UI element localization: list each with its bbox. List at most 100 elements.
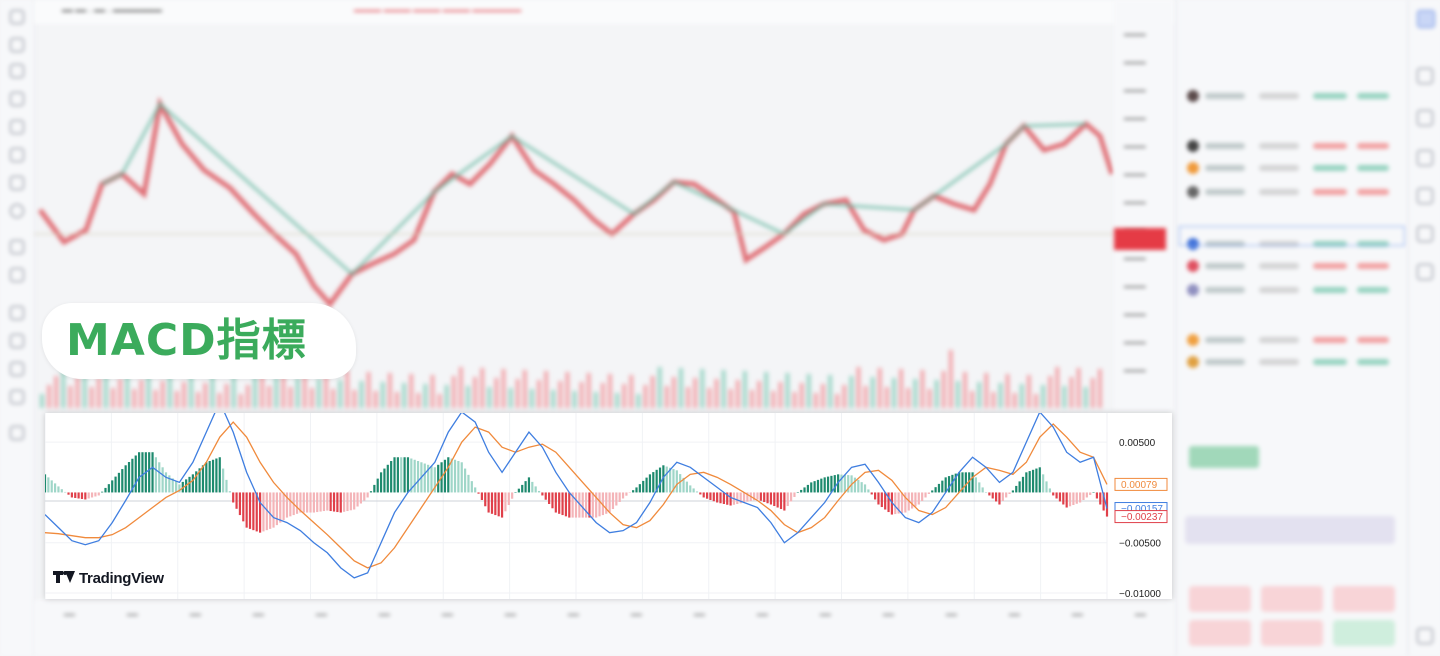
zoom-icon[interactable] [10, 268, 24, 282]
histogram-bar [319, 492, 322, 512]
histogram-bar [870, 492, 873, 495]
histogram-bar [739, 492, 742, 504]
volume-bar [352, 390, 357, 408]
ruler-icon[interactable] [10, 240, 24, 254]
histogram-bar [1099, 492, 1102, 505]
histogram-bar [813, 481, 816, 493]
volume-bar [778, 382, 783, 408]
chat-icon[interactable] [1417, 188, 1433, 204]
alert-icon[interactable] [1417, 68, 1433, 84]
histogram-bar [188, 476, 191, 493]
watchlist-row[interactable] [1187, 138, 1397, 154]
prediction-icon[interactable] [10, 120, 24, 134]
watchlist-icon[interactable] [1417, 10, 1435, 28]
watchlist-row[interactable] [1187, 354, 1397, 370]
watchlist-row[interactable] [1187, 160, 1397, 176]
volume-bar [331, 389, 336, 408]
histogram-bar [635, 487, 638, 493]
histogram-bar [900, 492, 904, 514]
text-icon[interactable] [10, 176, 24, 190]
symbol-title-placeholder: ━━ ━━ · ━━ · ━━━━━━━━━ [62, 6, 162, 16]
histogram-bar [847, 475, 850, 493]
histogram-bar [1079, 492, 1082, 503]
histogram-bar [316, 492, 319, 513]
watchlist-cell [1259, 287, 1299, 293]
notifications-icon[interactable] [1417, 264, 1433, 280]
histogram-bar [343, 492, 346, 512]
fib-icon[interactable] [10, 64, 24, 78]
help-icon[interactable] [1417, 628, 1433, 644]
volume-bar [799, 383, 804, 408]
histogram-bar [339, 492, 342, 513]
performance-tile [1189, 586, 1251, 612]
volume-bar [785, 373, 790, 408]
symbol-logo-icon [1187, 238, 1199, 250]
histogram-bar [363, 492, 366, 501]
watchlist-row[interactable] [1187, 332, 1397, 348]
trash-icon[interactable] [10, 426, 24, 440]
histogram-bar [427, 464, 430, 493]
volume-bar [515, 379, 520, 408]
volume-bar [260, 367, 265, 408]
volume-bar [629, 375, 634, 408]
histogram-bar [991, 492, 994, 499]
drawing-toolbar [0, 0, 35, 656]
lock-icon[interactable] [10, 334, 24, 348]
histogram-bar [880, 492, 883, 508]
histogram-bar [1072, 492, 1075, 506]
histogram-bar [349, 492, 352, 511]
histogram-bar [413, 459, 416, 493]
volume-bar [96, 378, 101, 408]
calendar-icon[interactable] [1417, 226, 1433, 242]
volume-bar [111, 388, 115, 408]
histogram-bar [521, 484, 524, 493]
volume-bar [558, 381, 563, 408]
trendline-icon[interactable] [10, 38, 24, 52]
histogram-bar [1089, 492, 1092, 495]
time-axis-label: ━━ [253, 610, 264, 620]
histogram-bar [222, 468, 225, 493]
emoji-icon[interactable] [10, 204, 24, 218]
histogram-bar [282, 492, 285, 521]
volume-bar [1069, 377, 1074, 408]
histogram-bar [763, 492, 766, 502]
histogram-bar [581, 492, 584, 518]
watchlist-row[interactable] [1187, 184, 1397, 200]
crosshair-icon[interactable] [10, 10, 24, 24]
magnet-icon[interactable] [10, 306, 24, 320]
brush-icon[interactable] [10, 148, 24, 162]
histogram-bar [474, 487, 477, 493]
volume-bar [302, 369, 307, 408]
histogram-bar [124, 465, 127, 493]
histogram-bar [944, 477, 947, 493]
watchlist-row[interactable] [1187, 282, 1397, 298]
histogram-bar [312, 492, 315, 513]
histogram-bar [726, 492, 729, 505]
watchlist-cell [1313, 143, 1347, 149]
volume-bar [316, 379, 321, 408]
volume-bar [267, 386, 272, 408]
histogram-bar [884, 492, 887, 510]
y-axis: 0.00500 −0.00500 −0.01000 [1119, 438, 1161, 599]
volume-bars [40, 350, 1102, 408]
histogram-bar [84, 492, 87, 500]
grid-lines [45, 413, 1108, 599]
symbol-logo-icon [1187, 140, 1199, 152]
link-icon[interactable] [10, 390, 24, 404]
watchlist-row[interactable] [1187, 258, 1397, 274]
histogram-bar [621, 492, 625, 499]
volume-bar [40, 394, 44, 408]
data-window-icon[interactable] [1417, 110, 1433, 126]
ideas-icon[interactable] [1417, 150, 1433, 166]
watchlist-row[interactable] [1187, 236, 1397, 252]
volume-bar [494, 378, 499, 408]
pattern-icon[interactable] [10, 92, 24, 106]
volume-bar [1012, 393, 1017, 408]
watchlist-row[interactable] [1187, 88, 1397, 104]
histogram-bar [225, 479, 228, 493]
histogram-bar [484, 492, 487, 507]
histogram-bar [564, 492, 568, 517]
volume-bar [821, 384, 825, 408]
eye-icon[interactable] [10, 362, 24, 376]
performance-tile [1333, 586, 1395, 612]
